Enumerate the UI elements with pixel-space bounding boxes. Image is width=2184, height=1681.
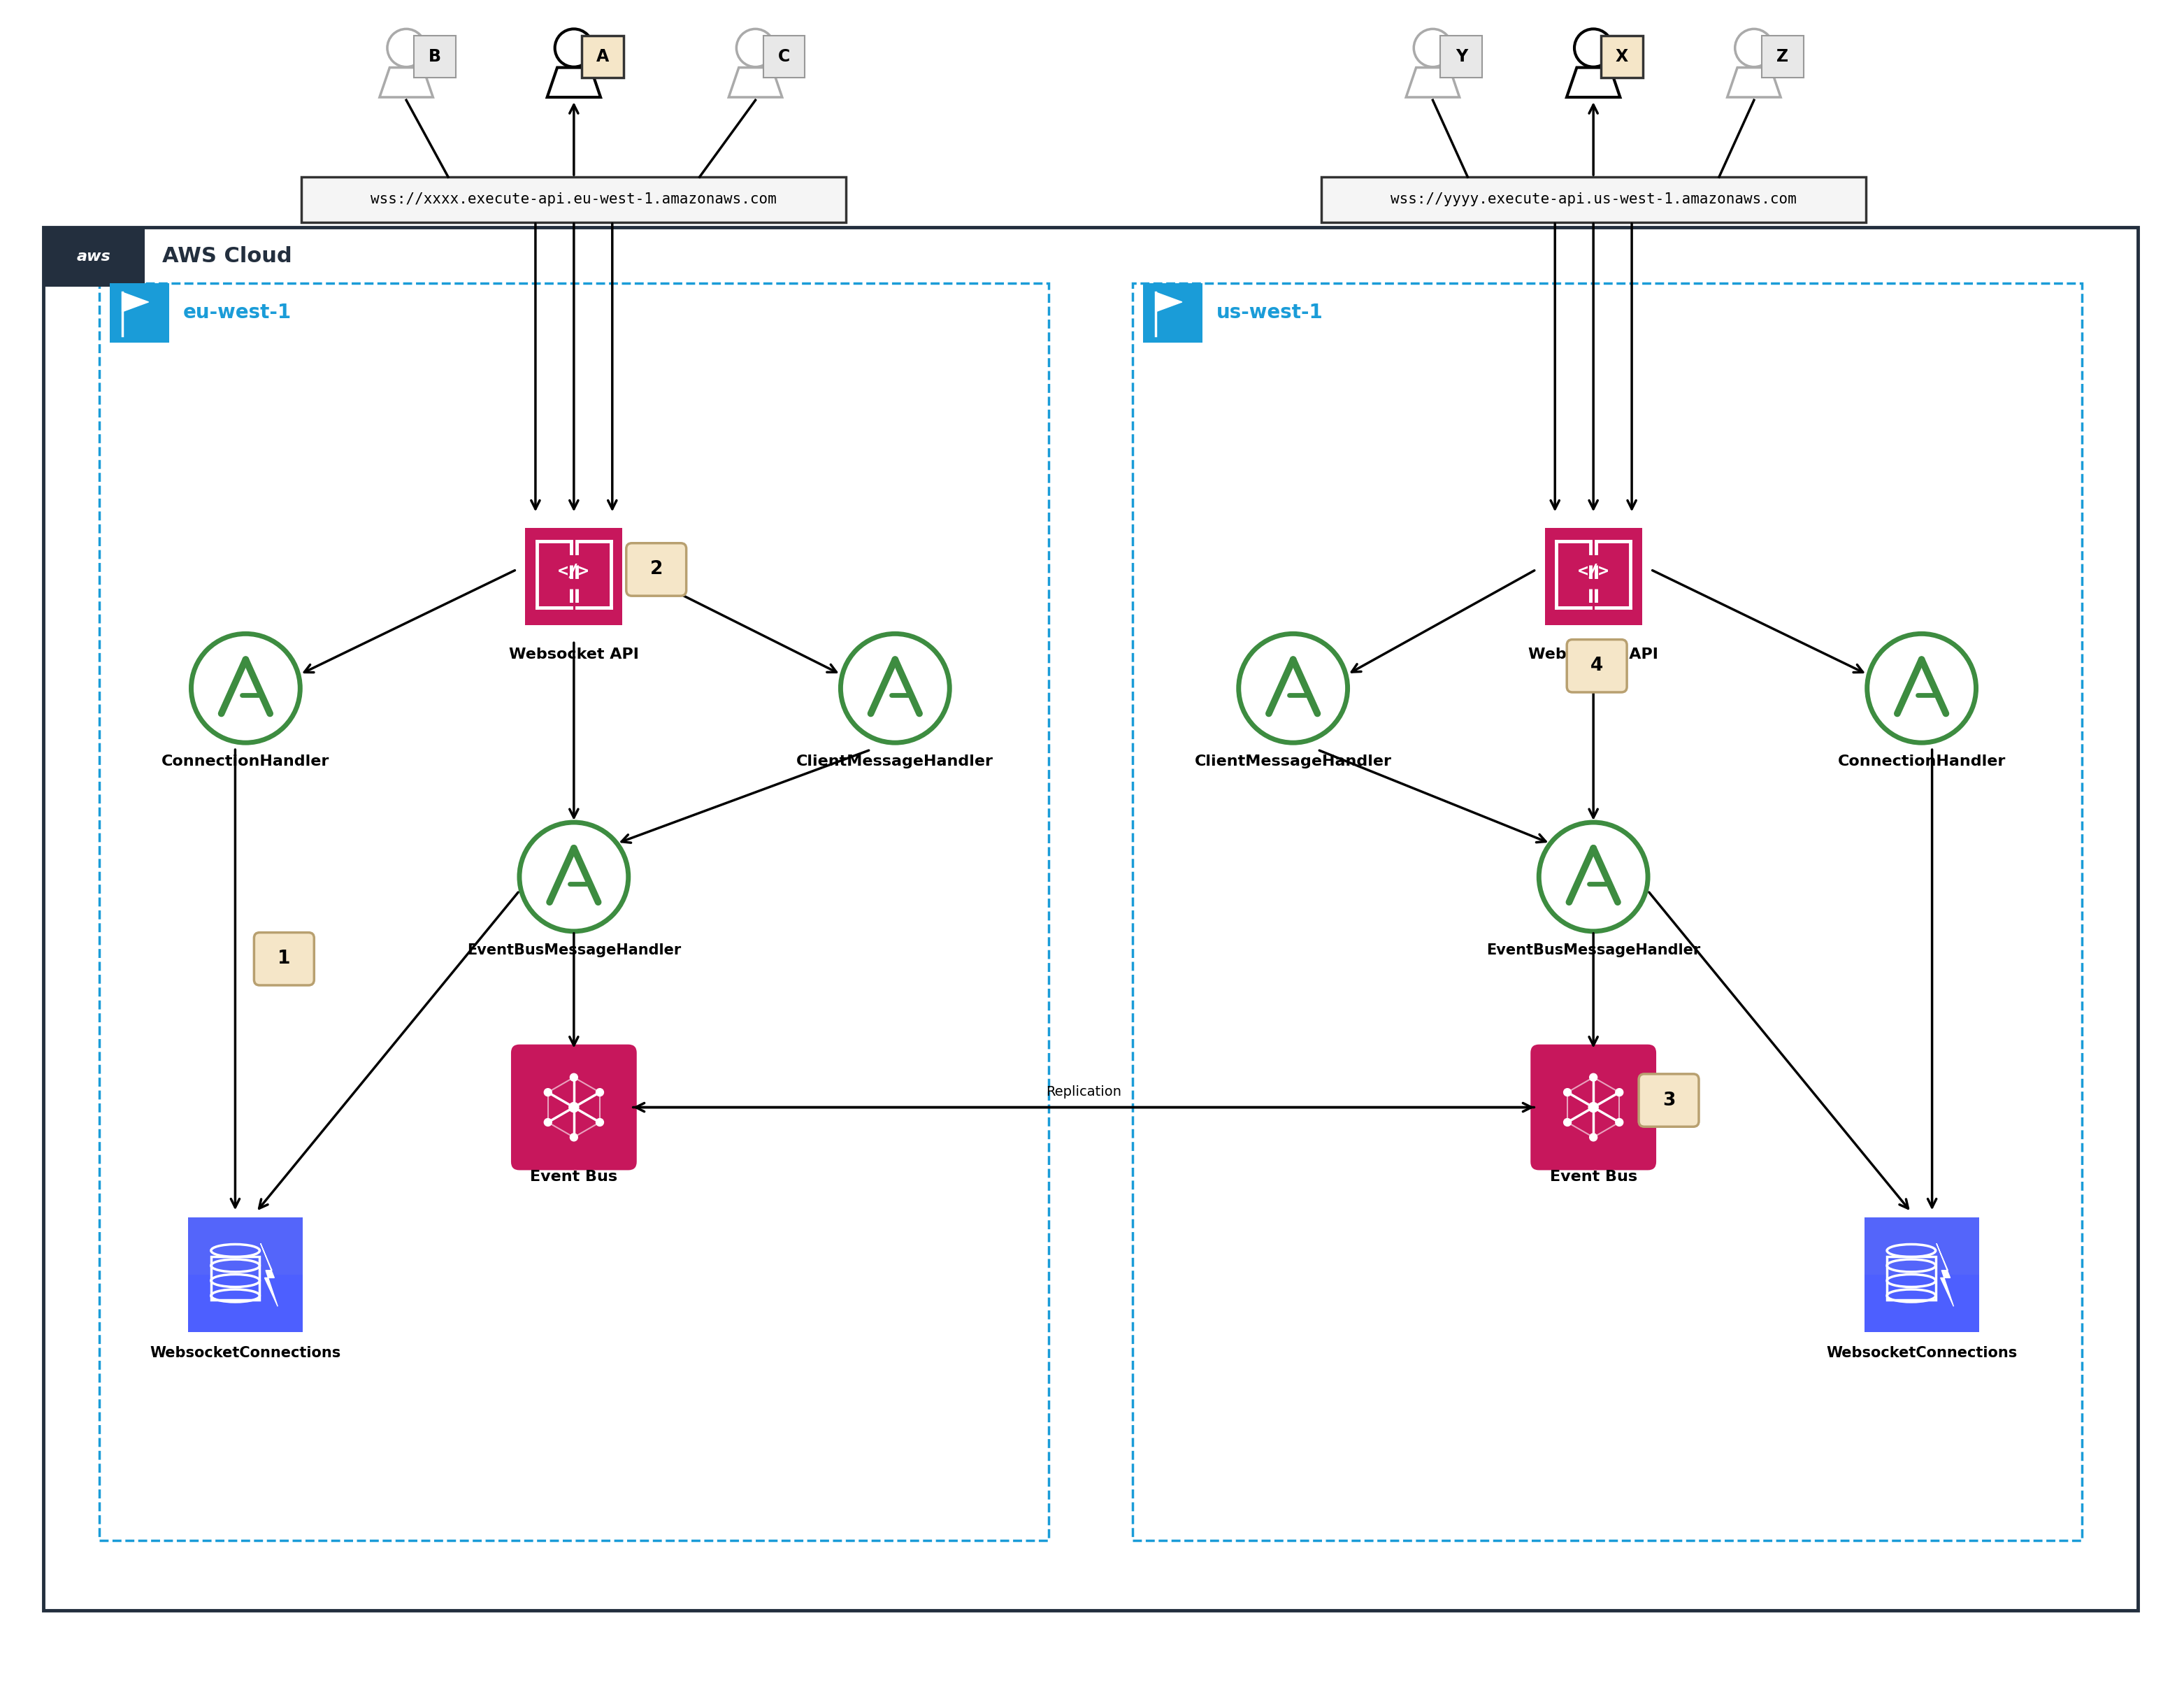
- Text: Z: Z: [1776, 49, 1789, 66]
- Text: Websocket API: Websocket API: [1529, 647, 1658, 662]
- Polygon shape: [1155, 292, 1182, 311]
- Circle shape: [387, 29, 426, 67]
- Circle shape: [555, 29, 592, 67]
- Text: EventBusMessageHandler: EventBusMessageHandler: [1487, 943, 1701, 956]
- Circle shape: [1564, 1089, 1570, 1096]
- Polygon shape: [1406, 67, 1459, 97]
- Text: wss://yyyy.execute-api.us-west-1.amazonaws.com: wss://yyyy.execute-api.us-west-1.amazona…: [1391, 192, 1797, 207]
- Text: Event Bus: Event Bus: [1551, 1170, 1638, 1183]
- Text: wss://xxxx.execute-api.eu-west-1.amazonaws.com: wss://xxxx.execute-api.eu-west-1.amazona…: [371, 192, 778, 207]
- Text: X: X: [1616, 49, 1629, 66]
- Text: aws: aws: [76, 249, 111, 264]
- Polygon shape: [548, 67, 601, 97]
- Text: 1: 1: [277, 950, 290, 968]
- Circle shape: [1616, 1089, 1623, 1096]
- FancyBboxPatch shape: [511, 1044, 638, 1170]
- FancyBboxPatch shape: [1566, 639, 1627, 693]
- FancyBboxPatch shape: [627, 543, 686, 595]
- Text: ConnectionHandler: ConnectionHandler: [162, 755, 330, 768]
- Text: Y: Y: [1455, 49, 1468, 66]
- FancyBboxPatch shape: [109, 282, 168, 343]
- Circle shape: [1590, 1133, 1597, 1141]
- Text: C: C: [778, 49, 791, 66]
- FancyBboxPatch shape: [44, 227, 144, 287]
- Text: Websocket API: Websocket API: [509, 647, 640, 662]
- Text: ClientMessageHandler: ClientMessageHandler: [1195, 755, 1391, 768]
- FancyBboxPatch shape: [188, 1217, 304, 1274]
- Text: WebsocketConnections: WebsocketConnections: [151, 1346, 341, 1360]
- Circle shape: [570, 1103, 579, 1113]
- Circle shape: [596, 1089, 603, 1096]
- FancyBboxPatch shape: [524, 528, 622, 625]
- FancyBboxPatch shape: [44, 227, 2138, 1610]
- Text: </>: </>: [559, 563, 590, 580]
- Polygon shape: [260, 1244, 277, 1306]
- FancyBboxPatch shape: [1441, 35, 1483, 77]
- Circle shape: [596, 1118, 603, 1126]
- Circle shape: [736, 29, 775, 67]
- Text: 2: 2: [651, 560, 662, 578]
- Polygon shape: [380, 67, 432, 97]
- Polygon shape: [1937, 1244, 1955, 1306]
- Polygon shape: [1728, 67, 1780, 97]
- Circle shape: [1616, 1118, 1623, 1126]
- FancyBboxPatch shape: [1321, 177, 1865, 222]
- FancyBboxPatch shape: [1531, 1044, 1655, 1170]
- Text: ConnectionHandler: ConnectionHandler: [1837, 755, 2005, 768]
- Text: 4: 4: [1590, 657, 1603, 676]
- Text: </>: </>: [1577, 563, 1610, 580]
- Text: us-west-1: us-west-1: [1216, 303, 1324, 323]
- Circle shape: [1564, 1118, 1570, 1126]
- FancyBboxPatch shape: [1142, 282, 1203, 343]
- Text: 3: 3: [1662, 1091, 1675, 1109]
- FancyBboxPatch shape: [301, 177, 845, 222]
- Text: eu-west-1: eu-west-1: [183, 303, 290, 323]
- FancyBboxPatch shape: [1762, 35, 1804, 77]
- FancyBboxPatch shape: [188, 1217, 304, 1333]
- FancyBboxPatch shape: [1638, 1074, 1699, 1126]
- FancyBboxPatch shape: [1865, 1217, 1979, 1333]
- Circle shape: [570, 1074, 579, 1081]
- Circle shape: [544, 1089, 553, 1096]
- FancyBboxPatch shape: [415, 35, 456, 77]
- Text: AWS Cloud: AWS Cloud: [162, 247, 293, 267]
- FancyBboxPatch shape: [1865, 1217, 1979, 1274]
- Text: Replication: Replication: [1046, 1086, 1120, 1099]
- FancyBboxPatch shape: [581, 35, 622, 77]
- Text: Event Bus: Event Bus: [531, 1170, 618, 1183]
- Circle shape: [1590, 1074, 1597, 1081]
- Circle shape: [544, 1118, 553, 1126]
- FancyBboxPatch shape: [1601, 35, 1642, 77]
- Circle shape: [1588, 1103, 1599, 1113]
- Circle shape: [1575, 29, 1612, 67]
- Circle shape: [1413, 29, 1452, 67]
- Polygon shape: [729, 67, 782, 97]
- Text: ClientMessageHandler: ClientMessageHandler: [797, 755, 994, 768]
- Circle shape: [1734, 29, 1773, 67]
- FancyBboxPatch shape: [762, 35, 806, 77]
- Text: WebsocketConnections: WebsocketConnections: [1826, 1346, 2018, 1360]
- FancyBboxPatch shape: [253, 933, 314, 985]
- Text: B: B: [428, 49, 441, 66]
- Polygon shape: [122, 292, 149, 311]
- Text: A: A: [596, 49, 609, 66]
- Circle shape: [570, 1133, 579, 1141]
- Polygon shape: [1566, 67, 1621, 97]
- FancyBboxPatch shape: [1544, 528, 1642, 625]
- Text: EventBusMessageHandler: EventBusMessageHandler: [467, 943, 681, 956]
